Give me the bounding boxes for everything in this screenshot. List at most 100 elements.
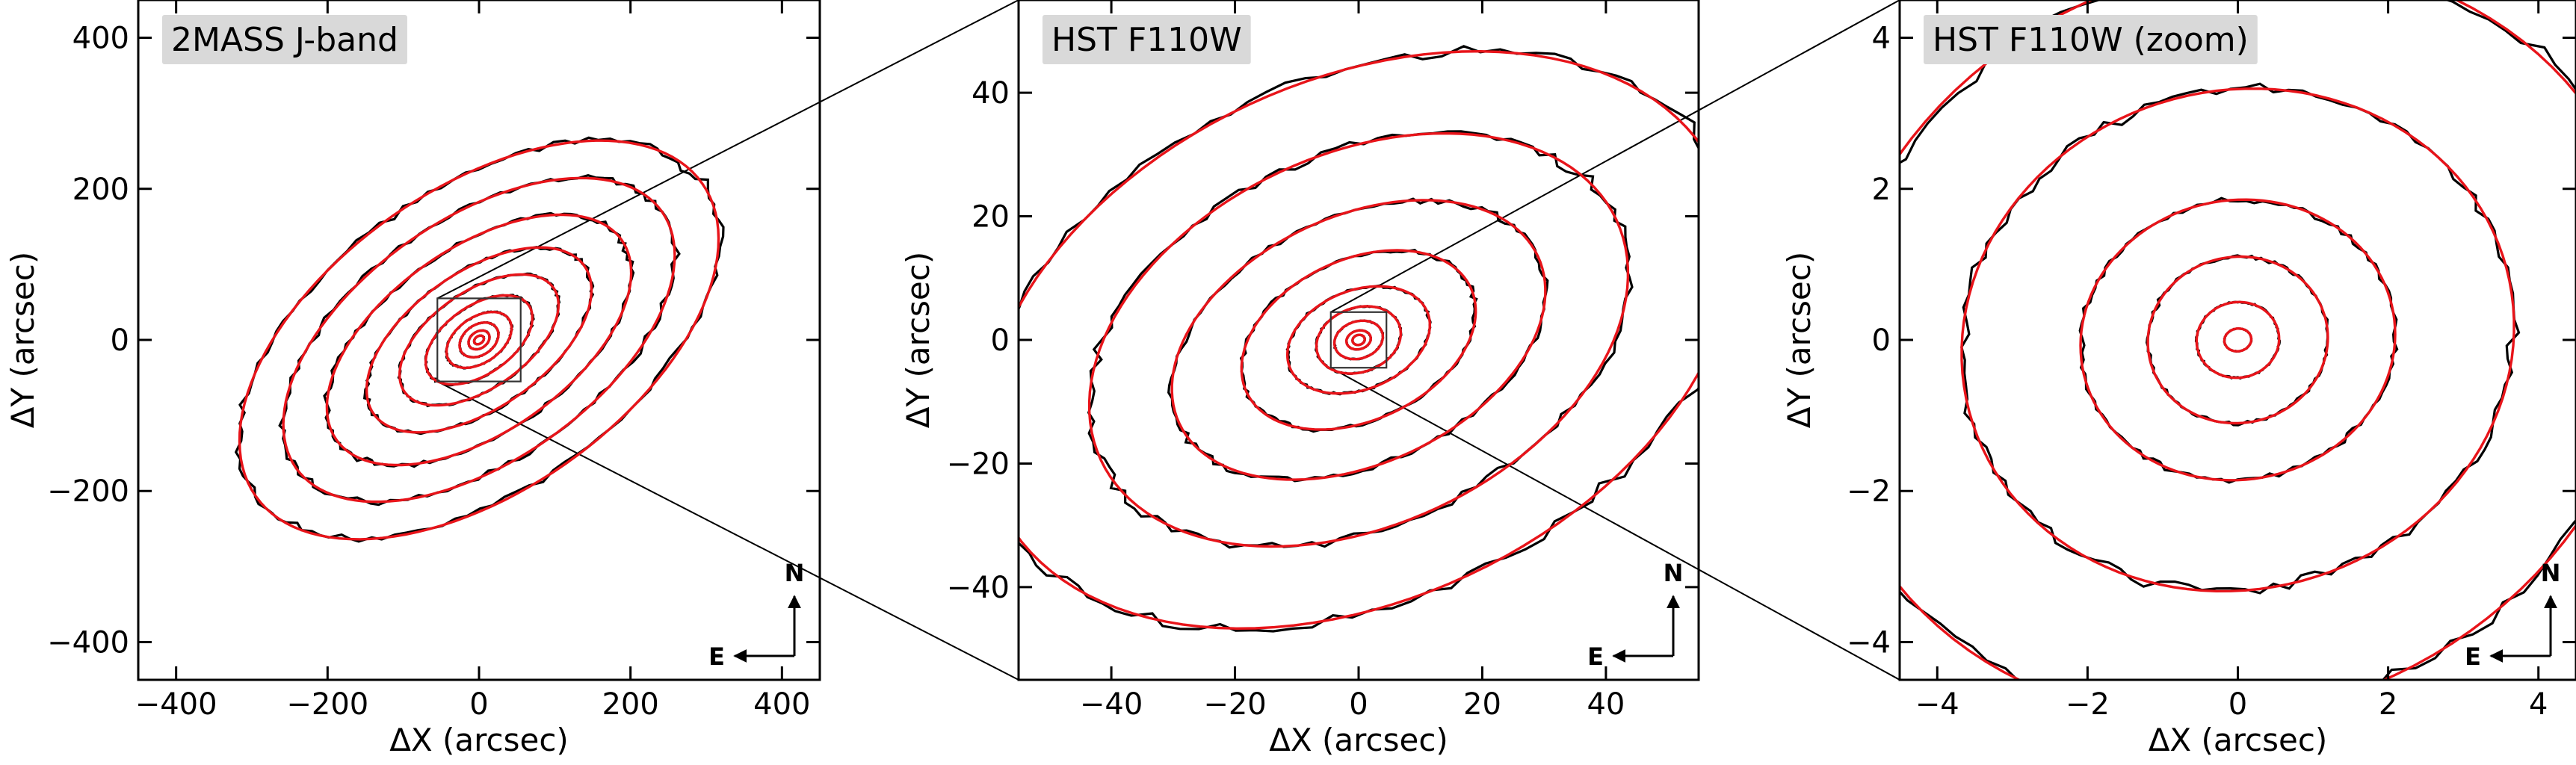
- y-tick-label: 4: [1872, 22, 1891, 56]
- fitted-ellipse: [1315, 305, 1403, 375]
- fitted-ellipse: [1285, 285, 1432, 395]
- y-tick-label: 0: [991, 323, 1010, 358]
- isophote-contour: [467, 329, 491, 351]
- y-tick-label: −4: [1847, 625, 1891, 660]
- svg-text:HST F110W: HST F110W: [1051, 21, 1242, 59]
- isophote-contour: [1167, 197, 1549, 483]
- fitted-ellipse: [1332, 319, 1385, 361]
- isophote-contour: [444, 310, 514, 370]
- isophote-contour: [1087, 130, 1634, 549]
- fitted-ellipse: [445, 310, 513, 370]
- panel-title: HST F110W: [1043, 15, 1251, 64]
- isophote-contour: [1239, 249, 1478, 433]
- isophote-contour: [1019, 45, 1699, 633]
- fitted-ellipse: [325, 213, 633, 467]
- y-axis-label: ΔY (arcsec): [4, 252, 41, 429]
- isophote-contour: [1314, 304, 1403, 375]
- isophote-contour: [1900, 0, 2576, 680]
- y-tick-label: 40: [972, 76, 1010, 111]
- zoom-connector-line: [436, 380, 1019, 681]
- east-label: E: [708, 642, 725, 671]
- panel-title: HST F110W (zoom): [1924, 15, 2258, 64]
- y-tick-label: 400: [72, 22, 129, 56]
- isophote-contour: [397, 272, 561, 408]
- x-tick-label: 0: [469, 687, 488, 722]
- north-label: N: [785, 559, 805, 587]
- panel-2: −40 −20 0 20 40 −40 −20 0 20 40 ΔX (arcsec) ΔY (arc…: [900, 0, 1700, 758]
- x-tick-label: 20: [1463, 687, 1501, 722]
- x-axis-label: ΔX (arcsec): [1269, 722, 1448, 758]
- fitted-ellipse: [458, 321, 500, 359]
- north-label: N: [2541, 559, 2561, 587]
- x-tick-label: 4: [2529, 687, 2548, 722]
- svg-text:HST F110W (zoom): HST F110W (zoom): [1933, 21, 2249, 59]
- fitted-ellipse: [2146, 255, 2329, 425]
- zoom-region-box: [436, 297, 522, 382]
- fitted-ellipse: [467, 329, 491, 351]
- isophote-contour: [323, 211, 635, 468]
- fitted-ellipse: [472, 334, 486, 346]
- x-tick-label: 200: [602, 687, 658, 722]
- north-label: N: [1664, 559, 1684, 587]
- isophote-contour: [1285, 284, 1432, 396]
- isophote-contour: [2078, 196, 2399, 484]
- x-tick-label: −4: [1915, 687, 1959, 722]
- x-tick-label: −40: [1080, 687, 1143, 722]
- fitted-ellipse: [1019, 49, 1699, 631]
- x-axis-label: ΔX (arcsec): [389, 722, 569, 758]
- isophote-contour: [234, 136, 725, 543]
- fitted-ellipse: [2195, 300, 2281, 380]
- zoom-region-box: [1329, 311, 1388, 369]
- zoom-connector-line: [1330, 0, 1900, 313]
- x-tick-label: −400: [135, 687, 217, 722]
- plot-area: [234, 136, 725, 543]
- y-tick-label: 0: [111, 323, 129, 358]
- y-tick-label: 2: [1872, 173, 1891, 207]
- fitted-ellipse: [1170, 199, 1547, 481]
- east-label: E: [2465, 642, 2481, 671]
- y-axis-label: ΔY (arcsec): [900, 252, 936, 429]
- x-tick-label: 40: [1587, 687, 1625, 722]
- fitted-ellipse: [1960, 87, 2515, 593]
- isophote-contour: [1332, 319, 1385, 361]
- compass-rose: NE: [1587, 559, 1683, 671]
- y-tick-label: −400: [47, 625, 129, 660]
- plot-area: [1019, 45, 1699, 633]
- y-tick-label: −200: [47, 474, 129, 509]
- isophote-contour: [278, 174, 681, 507]
- x-tick-label: 400: [753, 687, 810, 722]
- zoom-connector-lines: [436, 0, 1900, 681]
- y-tick-label: 20: [972, 200, 1010, 235]
- y-tick-label: 200: [72, 173, 129, 207]
- svg-text:2MASS J-band: 2MASS J-band: [171, 21, 398, 59]
- axes-frame: [1898, 0, 2576, 681]
- zoom-connector-line: [1330, 367, 1900, 681]
- fitted-ellipse: [1345, 329, 1372, 351]
- x-axis-label: ΔX (arcsec): [2149, 722, 2328, 758]
- y-axis-label: ΔY (arcsec): [1781, 252, 1817, 429]
- x-tick-label: 0: [1349, 687, 1368, 722]
- isophote-contour: [1960, 82, 2521, 595]
- fitted-ellipse: [2079, 198, 2397, 482]
- x-tick-label: −200: [286, 687, 368, 722]
- fitted-ellipse: [424, 294, 534, 386]
- fitted-ellipse: [2223, 326, 2253, 353]
- compass-rose: NE: [708, 559, 804, 671]
- fitted-ellipse: [1240, 249, 1477, 431]
- fitted-ellipse: [1900, 0, 2576, 680]
- isophote-contour: [362, 246, 595, 436]
- isophote-contour: [458, 320, 501, 359]
- panel-title: 2MASS J-band: [162, 15, 407, 64]
- fitted-ellipse: [398, 273, 560, 407]
- fitted-ellipse: [1087, 131, 1630, 548]
- compass-rose: NE: [2465, 559, 2560, 671]
- panel-1: −400 −200 0 200 400 −400 −200 0 200 400 ΔX (arcsec…: [4, 0, 821, 758]
- fitted-ellipse: [282, 176, 676, 504]
- x-tick-label: −20: [1203, 687, 1266, 722]
- axes-frame: [137, 0, 821, 681]
- east-label: E: [1587, 642, 1604, 671]
- x-tick-label: 0: [2228, 687, 2247, 722]
- fitted-ellipse: [365, 246, 593, 434]
- fitted-ellipse: [1351, 333, 1366, 347]
